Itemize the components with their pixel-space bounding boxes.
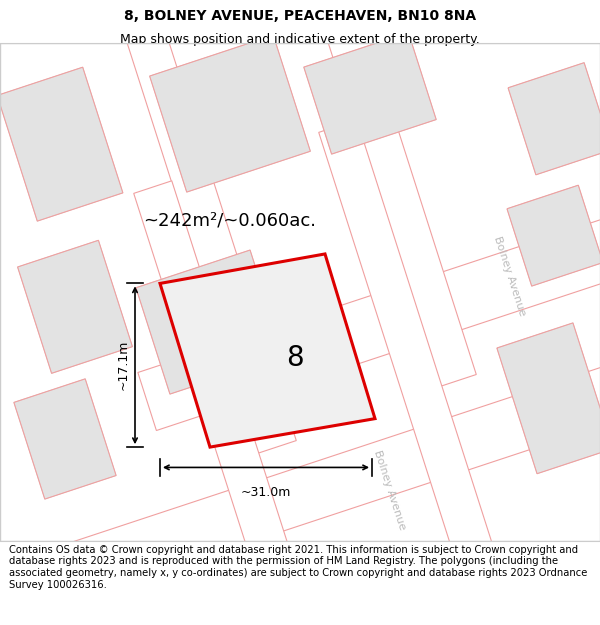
Text: 8: 8 bbox=[286, 344, 304, 372]
Polygon shape bbox=[319, 120, 511, 616]
Polygon shape bbox=[0, 67, 123, 221]
Polygon shape bbox=[104, 0, 296, 453]
Text: 8, BOLNEY AVENUE, PEACEHAVEN, BN10 8NA: 8, BOLNEY AVENUE, PEACEHAVEN, BN10 8NA bbox=[124, 9, 476, 23]
Polygon shape bbox=[284, 0, 476, 387]
Text: ~242m²/~0.060ac.: ~242m²/~0.060ac. bbox=[143, 211, 317, 229]
Polygon shape bbox=[304, 32, 436, 154]
Text: Contains OS data © Crown copyright and database right 2021. This information is : Contains OS data © Crown copyright and d… bbox=[9, 545, 587, 589]
Polygon shape bbox=[149, 35, 310, 192]
Polygon shape bbox=[160, 254, 375, 447]
Text: Bolney Avenue: Bolney Avenue bbox=[373, 449, 407, 531]
Polygon shape bbox=[497, 323, 600, 474]
Text: Map shows position and indicative extent of the property.: Map shows position and indicative extent… bbox=[120, 33, 480, 46]
Polygon shape bbox=[507, 185, 600, 286]
Polygon shape bbox=[14, 379, 116, 499]
Text: Bolney Avenue: Bolney Avenue bbox=[493, 235, 527, 318]
Text: ~17.1m: ~17.1m bbox=[116, 340, 130, 391]
Polygon shape bbox=[8, 343, 600, 616]
Polygon shape bbox=[508, 62, 600, 175]
Text: ~31.0m: ~31.0m bbox=[241, 486, 291, 499]
Polygon shape bbox=[17, 240, 133, 373]
Polygon shape bbox=[136, 250, 284, 394]
Polygon shape bbox=[138, 152, 600, 431]
Polygon shape bbox=[134, 181, 326, 625]
